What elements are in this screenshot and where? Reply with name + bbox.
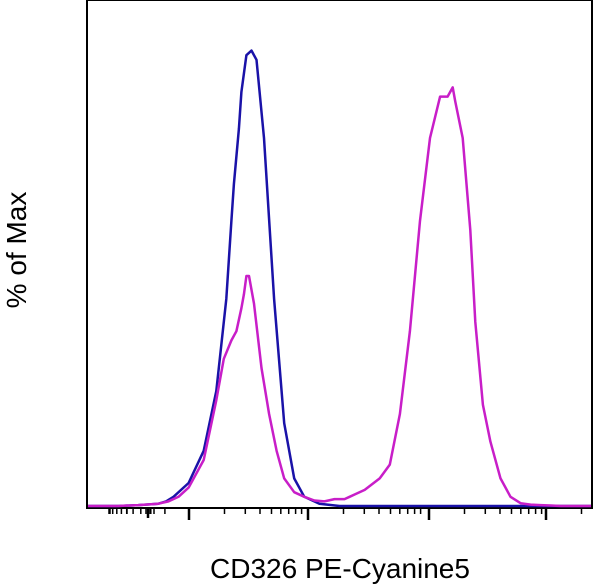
x-axis-title: CD326 PE-Cyanine5 bbox=[210, 553, 470, 584]
x-axis-ticks bbox=[108, 508, 583, 520]
series-line-1 bbox=[88, 49, 591, 508]
series-line-2 bbox=[88, 86, 591, 508]
y-axis-title: % of Max bbox=[1, 192, 32, 309]
series-layer bbox=[88, 49, 591, 508]
plot-frame bbox=[86, 0, 593, 509]
